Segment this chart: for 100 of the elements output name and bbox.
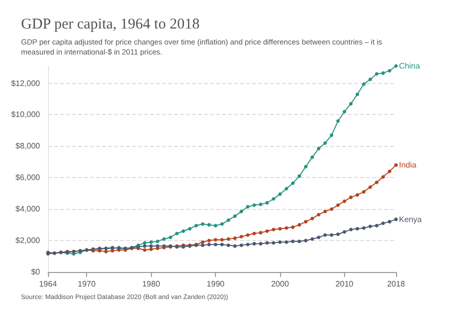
point — [194, 224, 198, 228]
point — [356, 227, 360, 231]
point — [316, 236, 320, 240]
x-tick-label: 2000 — [271, 280, 290, 288]
point — [278, 227, 282, 231]
point — [374, 224, 378, 228]
point — [156, 240, 160, 244]
point — [374, 180, 378, 184]
point — [356, 193, 360, 197]
point — [240, 244, 244, 248]
point — [381, 71, 385, 75]
point — [142, 241, 146, 245]
point — [156, 244, 160, 248]
point — [374, 72, 378, 76]
point — [323, 141, 327, 145]
x-tick-label: 1980 — [142, 280, 161, 288]
point — [200, 240, 204, 244]
point — [258, 202, 262, 206]
point — [362, 190, 366, 194]
point — [304, 164, 308, 168]
y-tick-label: $4,000 — [16, 204, 41, 214]
point — [149, 240, 153, 244]
point — [214, 238, 218, 242]
point — [258, 242, 262, 246]
point — [175, 232, 179, 236]
point — [252, 232, 256, 236]
y-tick-label: $12,000 — [11, 78, 41, 88]
point — [233, 236, 237, 240]
point — [298, 223, 302, 227]
point — [182, 229, 186, 233]
series-label: Kenya — [399, 214, 422, 224]
x-tick-label: 1970 — [78, 280, 96, 288]
point — [214, 224, 218, 228]
y-tick-label: $2,000 — [16, 236, 41, 246]
point — [265, 241, 269, 245]
point — [142, 248, 146, 252]
point — [342, 110, 346, 114]
point — [252, 203, 256, 207]
point — [336, 232, 340, 236]
point — [349, 196, 353, 200]
point — [142, 244, 146, 248]
point — [349, 228, 353, 232]
point — [368, 185, 372, 189]
point — [368, 224, 372, 228]
point — [388, 220, 392, 224]
point — [188, 227, 192, 231]
point — [149, 244, 153, 248]
point — [226, 218, 230, 222]
series-label: India — [399, 160, 417, 170]
y-tick-label: $6,000 — [16, 173, 41, 182]
point — [200, 222, 204, 226]
point — [316, 146, 320, 150]
x-tick-label: 1990 — [206, 280, 226, 288]
point — [233, 244, 237, 248]
point — [291, 225, 295, 229]
point — [388, 68, 392, 72]
point — [368, 78, 372, 82]
point — [278, 240, 282, 244]
point — [349, 102, 353, 106]
point — [316, 212, 320, 216]
point — [284, 226, 288, 230]
point — [342, 199, 346, 203]
point — [226, 237, 230, 241]
point — [220, 238, 224, 242]
point — [310, 216, 314, 220]
point — [381, 175, 385, 179]
point — [207, 238, 211, 242]
x-tick-label: 1964 — [39, 280, 58, 288]
point — [265, 229, 269, 233]
point — [330, 207, 334, 211]
point — [252, 242, 256, 246]
point — [298, 174, 302, 178]
point — [272, 228, 276, 232]
point — [240, 234, 244, 238]
point — [240, 210, 244, 214]
point — [356, 92, 360, 96]
point — [233, 214, 237, 218]
point — [272, 241, 276, 245]
x-tick-label: 2010 — [336, 280, 354, 288]
point — [388, 170, 392, 174]
point — [304, 238, 308, 242]
point — [284, 186, 288, 190]
point — [330, 233, 334, 237]
point — [284, 240, 288, 244]
series-label: China — [399, 62, 420, 70]
point — [310, 155, 314, 159]
point — [291, 240, 295, 244]
point — [362, 226, 366, 230]
point — [291, 181, 295, 185]
point — [342, 230, 346, 234]
point — [298, 240, 302, 244]
point — [362, 82, 366, 86]
point — [265, 201, 269, 205]
point — [207, 223, 211, 227]
x-tick-label: 2018 — [387, 280, 406, 288]
y-tick-label: $8,000 — [16, 142, 41, 151]
y-tick-label: $0 — [31, 268, 41, 276]
point — [110, 249, 114, 253]
point — [336, 203, 340, 207]
y-tick-label: $10,000 — [11, 110, 41, 120]
